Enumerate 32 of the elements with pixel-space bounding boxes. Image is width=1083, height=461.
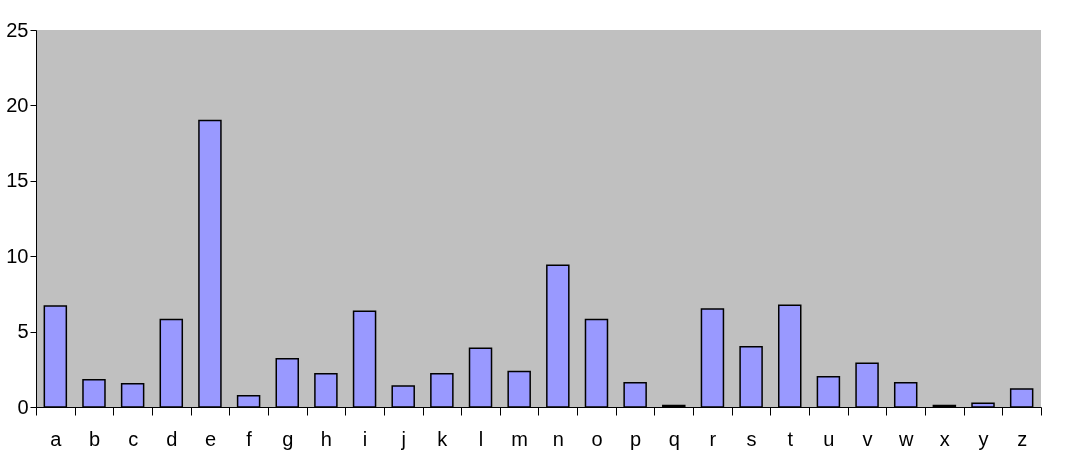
x-tick-label: u [823,427,835,450]
x-tick-label: p [630,427,642,450]
x-tick-label: g [282,427,294,450]
y-tick-label: 25 [6,18,29,41]
x-tick-label: t [787,427,794,450]
x-tick-label: z [1017,427,1028,450]
x-tick-label: w [897,427,914,450]
y-tick-label: 0 [17,395,29,418]
y-tick-label: 15 [6,169,29,192]
x-tick-label: a [50,427,63,450]
x-tick-label: k [437,427,449,450]
x-tick-label: r [709,427,717,450]
x-tick-label: x [939,427,950,450]
x-tick-label: y [978,427,989,450]
x-tick-label: q [668,427,680,450]
x-tick-label: f [246,427,253,450]
x-tick-label: s [746,427,757,450]
x-tick-label: m [511,427,529,450]
y-tick-label: 20 [6,93,29,116]
y-tick-label: 10 [6,244,29,267]
x-tick-label: n [552,427,564,450]
x-tick-label: j [400,427,406,450]
y-tick-label: 5 [17,320,29,343]
x-tick-label: i [362,427,368,450]
x-tick-label: h [320,427,332,450]
x-tick-label: e [204,427,216,450]
x-tick-label: o [591,427,603,450]
x-tick-label: v [862,427,873,450]
x-tick-label: d [166,427,178,450]
x-tick-label: b [88,427,101,450]
x-tick-label: l [478,427,484,450]
x-tick-label: c [128,427,139,450]
